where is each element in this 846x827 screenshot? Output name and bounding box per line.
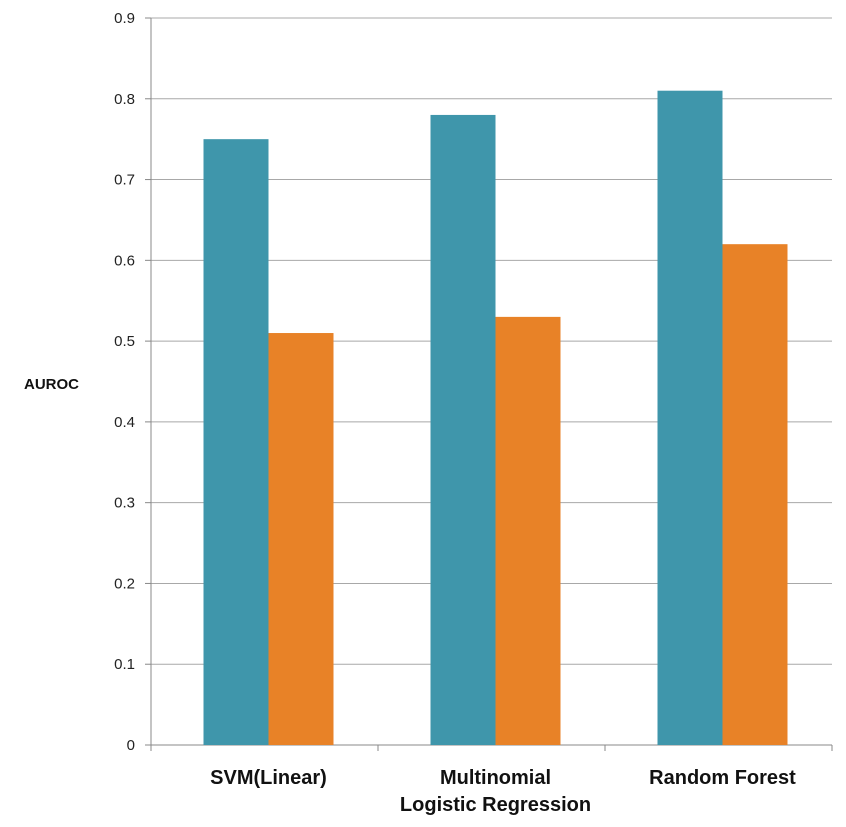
- y-tick-label: 0.6: [114, 252, 135, 269]
- x-category-label: Logistic Regression: [400, 794, 591, 816]
- y-tick-label: 0.9: [114, 10, 135, 27]
- y-tick-label: 0.5: [114, 333, 135, 350]
- y-tick-label: 0.2: [114, 575, 135, 592]
- y-tick-label: 0.3: [114, 495, 135, 512]
- y-tick-label: 0.4: [114, 414, 135, 431]
- y-tick-label: 0.8: [114, 91, 135, 108]
- bar-2-1: [268, 333, 334, 745]
- bar-1-2: [430, 114, 496, 745]
- bar-2-3: [722, 244, 788, 745]
- x-category-label: SVM(Linear): [210, 767, 327, 789]
- x-category-label: Multinomial: [440, 767, 551, 789]
- bars: [203, 90, 788, 745]
- bar-2-2: [495, 316, 561, 745]
- y-tick-label: 0: [127, 737, 135, 754]
- bar-1-3: [657, 90, 723, 745]
- bar-1-1: [203, 139, 269, 745]
- y-tick-label: 0.7: [114, 172, 135, 189]
- y-tick-label: 0.1: [114, 656, 135, 673]
- labels: 0 0.1 0.2 0.3 0.4 0.5 0.6 0.7 0.8 0.9 SVM(Linear) M…: [114, 10, 796, 816]
- x-category-label: Random Forest: [649, 767, 796, 789]
- y-axis-title: AUROC: [24, 376, 79, 393]
